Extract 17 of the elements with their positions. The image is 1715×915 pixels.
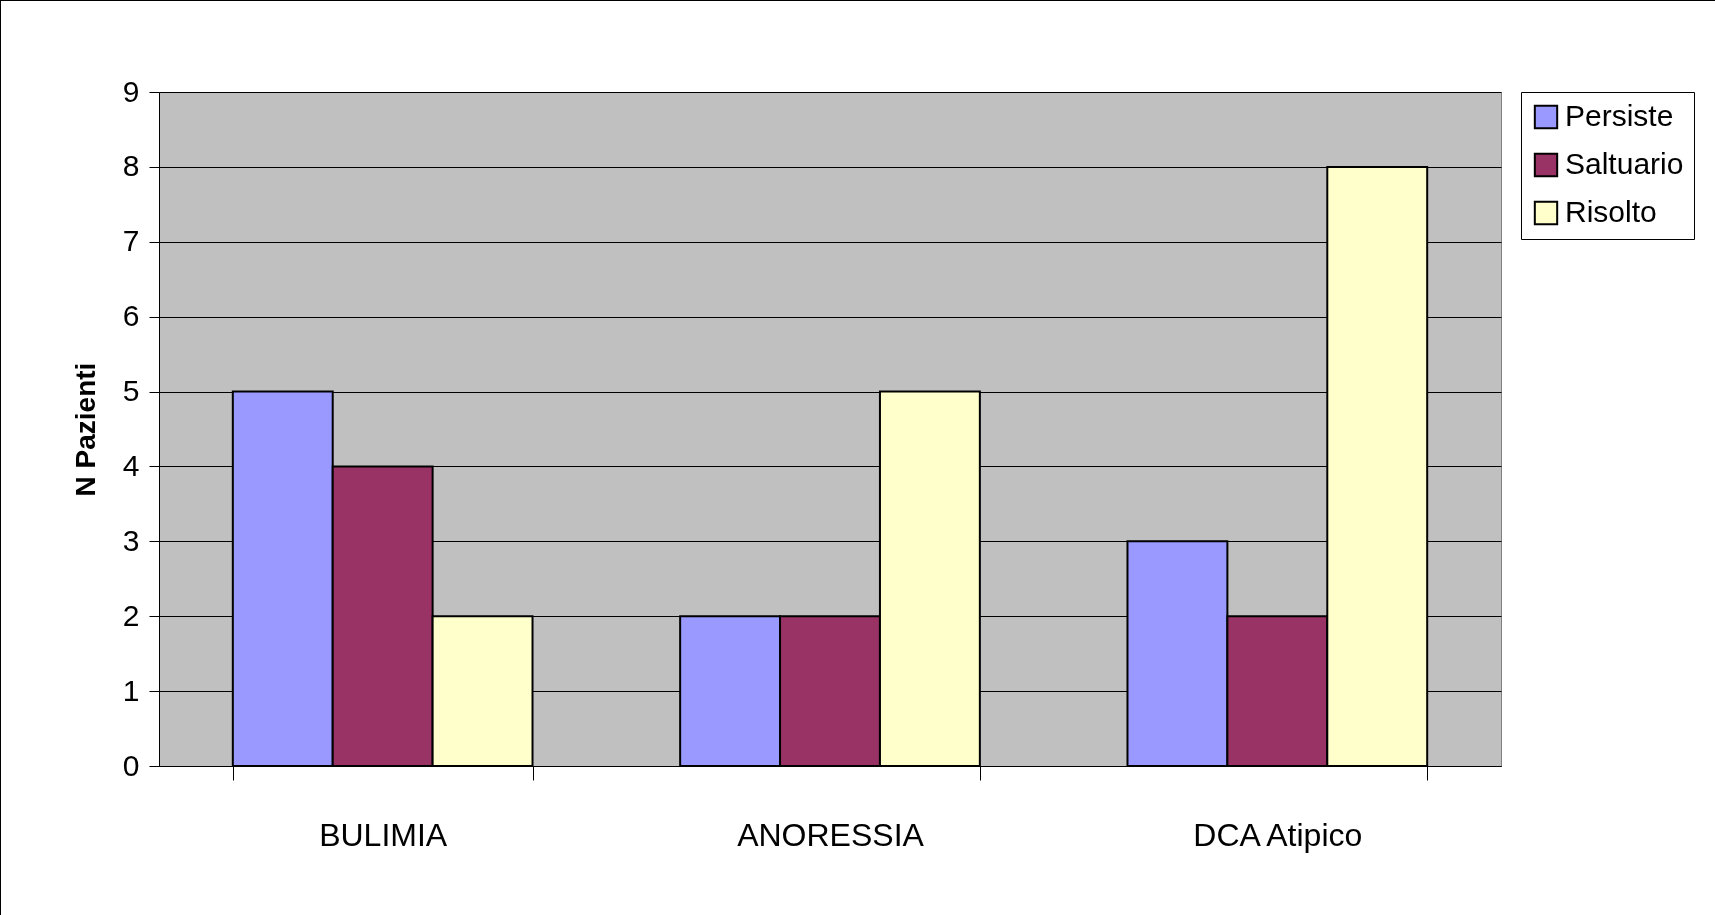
- y-axis-title: N Pazienti: [69, 362, 101, 497]
- y-tick-label: 0: [122, 748, 140, 782]
- legend-label: Saltuario: [1565, 147, 1684, 180]
- x-tick-label: DCA Atipico: [1193, 816, 1363, 853]
- y-tick-label: 1: [122, 673, 140, 707]
- y-tick-label: 2: [122, 598, 140, 632]
- y-tick-label: 6: [122, 299, 140, 333]
- legend-label: Risolto: [1565, 195, 1657, 228]
- x-tick-label: BULIMIA: [319, 816, 448, 853]
- y-tick-label: 3: [122, 523, 140, 557]
- legend-label: Persiste: [1565, 99, 1674, 132]
- x-tick-label: ANORESSIA: [737, 816, 925, 853]
- y-tick-label: 4: [122, 448, 140, 482]
- y-tick-label: 8: [122, 149, 140, 183]
- y-tick-label: 7: [122, 224, 140, 258]
- y-tick-label: 9: [122, 74, 140, 108]
- y-tick-label: 5: [122, 374, 140, 408]
